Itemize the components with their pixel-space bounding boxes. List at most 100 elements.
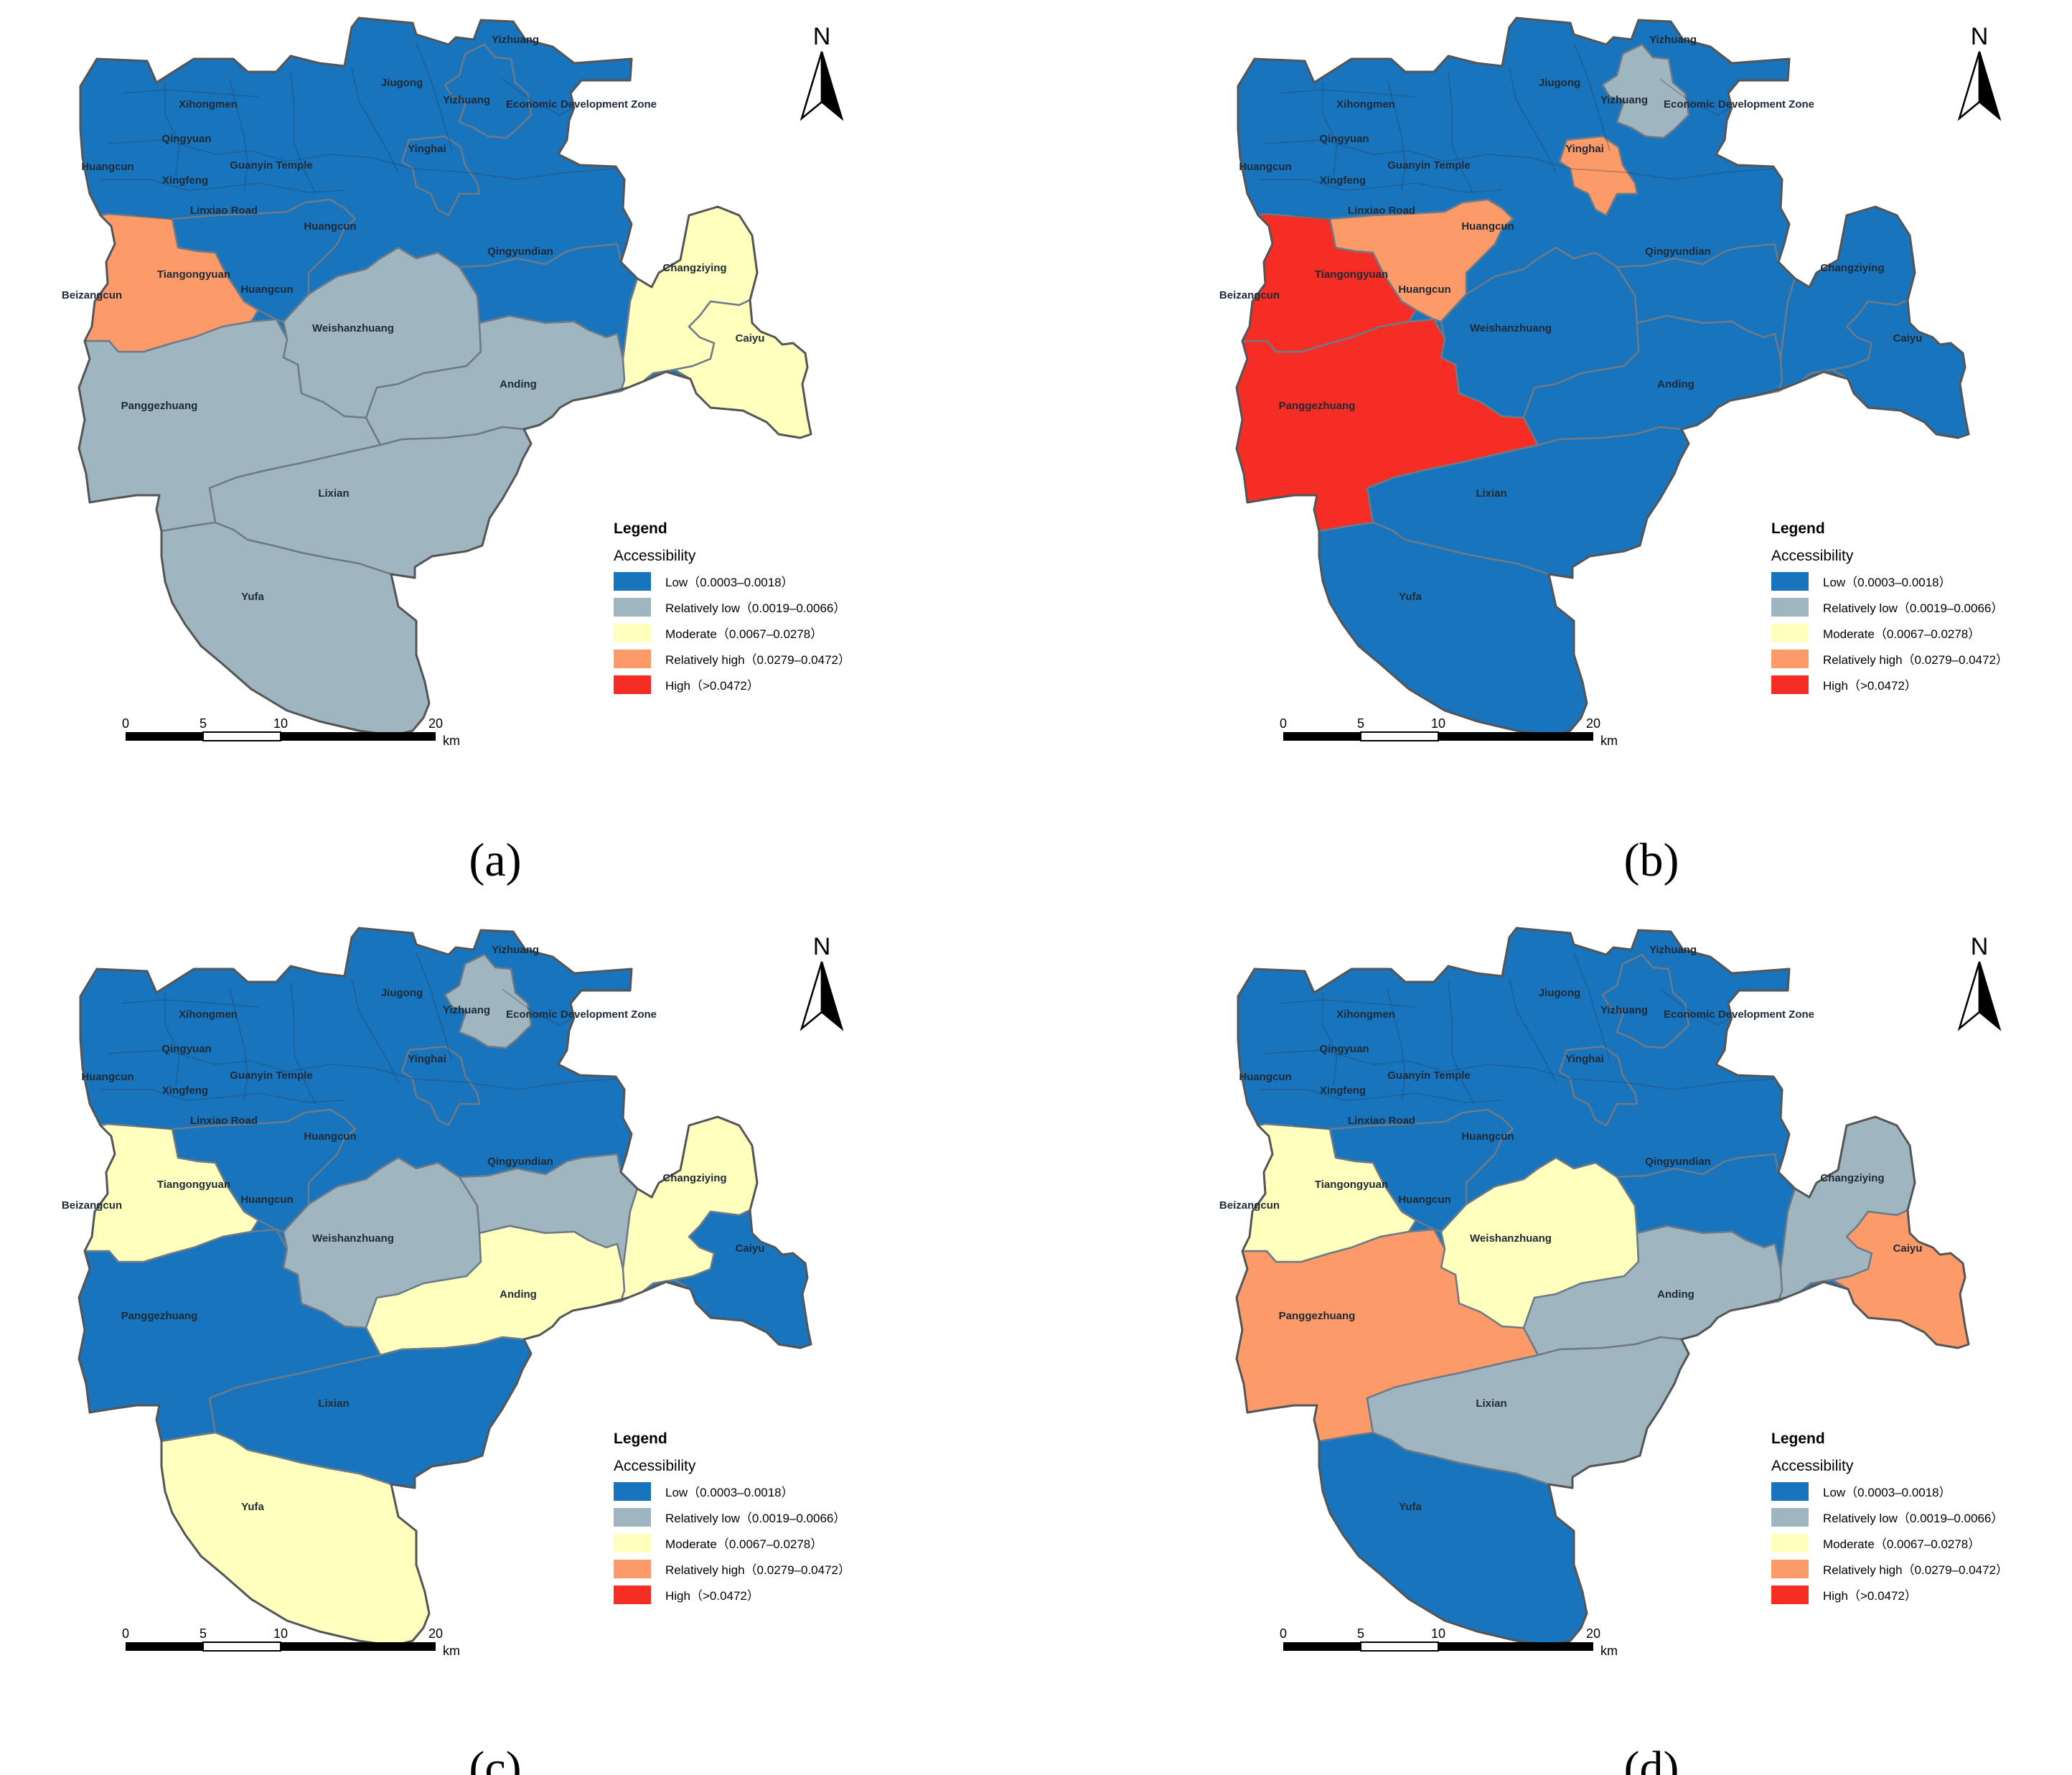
- district-label-jiugong: Jiugong: [1539, 77, 1580, 89]
- legend-item-rlow: Relatively low（0.0019–0.0066）: [665, 601, 845, 615]
- subdistrict-boundary: [229, 988, 248, 1101]
- scale-tick-label: 20: [428, 716, 443, 731]
- subdistrict-boundary: [164, 83, 180, 177]
- north-arrow-left-half: [1957, 961, 1981, 1031]
- legend: Legend Accessibility Low（0.0003–0.0018） Rel…: [1771, 520, 2008, 694]
- subdistrict-boundary: [1258, 179, 1503, 193]
- scale-tick-label: 5: [200, 1626, 207, 1641]
- district-label-edz: Economic Development Zone: [506, 98, 657, 111]
- district-label-jiugong: Jiugong: [1539, 987, 1580, 999]
- north-arrow-left-half: [800, 51, 823, 121]
- district-label-yizhuang-n: Yizhuang: [1649, 34, 1697, 46]
- scale-tick-label: 0: [1280, 1626, 1287, 1641]
- legend-swatch-low: [1771, 1482, 1809, 1501]
- scale-tick-label: 20: [1586, 1626, 1600, 1641]
- legend-item-mod: Moderate（0.0067–0.0278）: [665, 627, 822, 641]
- scale-segment: [202, 731, 281, 741]
- subdistrict-boundary: [1387, 988, 1406, 1101]
- scale-tick-label: 10: [1431, 1626, 1445, 1641]
- district-label-qingyuan: Qingyuan: [1319, 133, 1369, 145]
- district-label-xingfeng: Xingfeng: [162, 1085, 208, 1097]
- district-label-yinghai: Yinghai: [1565, 1053, 1604, 1065]
- map-panel-d: Yizhuang Jiugong Yizhuang Economic Developm…: [1219, 927, 2008, 1775]
- district-label-anding: Anding: [1657, 1288, 1694, 1301]
- north-arrow-right-half: [1978, 51, 2002, 121]
- region-yizhuang-zone: [444, 43, 533, 139]
- subdistrict-boundary: [1530, 1067, 1776, 1090]
- legend-swatch-mod: [614, 624, 651, 642]
- district-label-huangcun-s: Huangcun: [240, 1194, 293, 1206]
- district-label-qingyuan: Qingyuan: [1319, 1043, 1369, 1055]
- district-label-qingyuan: Qingyuan: [161, 1043, 211, 1055]
- north-arrow-right-half: [1978, 961, 2002, 1031]
- district-outline: [1235, 927, 1970, 1647]
- legend-subtitle: Accessibility: [614, 548, 696, 564]
- legend-swatch-rhigh: [1771, 650, 1809, 668]
- subdistrict-boundary: [372, 157, 618, 180]
- district-label-qingyundian: Qingyundian: [487, 245, 553, 258]
- subdistrict-boundary: [100, 179, 345, 193]
- district-label-jiugong: Jiugong: [381, 77, 423, 89]
- scale-unit: km: [443, 1644, 460, 1658]
- district-label-qingyundian: Qingyundian: [1645, 245, 1711, 258]
- legend-swatch-low: [1771, 572, 1809, 591]
- district-label-changziying: Changziying: [1820, 262, 1884, 274]
- district-label-huangcun-c: Huangcun: [1461, 1130, 1514, 1143]
- legend-swatch-high: [614, 1586, 651, 1604]
- scale-segment: [1438, 1642, 1593, 1651]
- scale-tick-label: 5: [1357, 1626, 1364, 1641]
- legend-swatch-mod: [1771, 1534, 1809, 1552]
- subdistrict-boundary: [1573, 952, 1611, 1062]
- legend-title: Legend: [614, 520, 667, 537]
- district-label-yinghai: Yinghai: [408, 143, 446, 155]
- subdistrict-boundary: [107, 139, 374, 162]
- district-label-jiugong: Jiugong: [381, 987, 423, 999]
- district-label-qingyundian: Qingyundian: [1645, 1156, 1711, 1168]
- subdistrict-boundary: [351, 67, 399, 173]
- legend: Legend Accessibility Low（0.0003–0.0018） Rel…: [1771, 1430, 2008, 1604]
- district-label-tiangongyuan: Tiangongyuan: [1315, 1179, 1388, 1191]
- subdistrict-boundary: [136, 1125, 173, 1130]
- district-label-huangcun-c: Huangcun: [1461, 220, 1514, 233]
- subdistrict-boundary: [1448, 71, 1474, 195]
- region-yinghai-zone: [400, 1045, 481, 1127]
- district-label-tiangongyuan: Tiangongyuan: [157, 268, 230, 281]
- scale-tick-label: 20: [1586, 716, 1600, 731]
- district-label-changziying: Changziying: [662, 1172, 726, 1184]
- legend-swatch-rhigh: [614, 650, 651, 668]
- district-label-yizhuang: Yizhuang: [1600, 1004, 1648, 1016]
- legend: Legend Accessibility Low（0.0003–0.0018） Rel…: [614, 520, 850, 694]
- legend-item-low: Low（0.0003–0.0018）: [1823, 1486, 1951, 1499]
- north-arrow-right-half: [820, 961, 844, 1031]
- district-label-huangcun-w: Huangcun: [81, 161, 133, 173]
- district-label-changziying: Changziying: [662, 262, 726, 274]
- district-label-xingfeng: Xingfeng: [1320, 174, 1366, 187]
- panel-label: (a): [469, 834, 521, 886]
- district-map: [1235, 17, 1970, 737]
- scale-tick-label: 10: [273, 716, 288, 731]
- district-label-guanyin: Guanyin Temple: [230, 159, 313, 172]
- legend-subtitle: Accessibility: [614, 1458, 696, 1474]
- district-label-panggezhuang: Panggezhuang: [1279, 400, 1356, 412]
- subdistrict-boundary: [1448, 981, 1474, 1105]
- district-label-huangcun-s: Huangcun: [240, 284, 293, 296]
- district-label-yizhuang: Yizhuang: [1600, 94, 1648, 106]
- scale-segment: [281, 1642, 436, 1651]
- subdistrict-boundary: [1322, 993, 1338, 1087]
- scale-segment: [281, 732, 436, 741]
- district-label-linxiao: Linxiao Road: [190, 1115, 258, 1127]
- subdistrict-boundary: [1258, 1089, 1503, 1103]
- region-yizhuang-zone: [1601, 43, 1690, 139]
- district-label-yufa: Yufa: [241, 591, 264, 603]
- district-label-changziying: Changziying: [1820, 1172, 1884, 1184]
- district-label-xihongmen: Xihongmen: [1336, 98, 1395, 111]
- map-panel-b: Yizhuang Jiugong Yizhuang Economic Developm…: [1219, 17, 2008, 886]
- subdistrict-boundary: [164, 993, 180, 1087]
- district-label-beizangcun: Beizangcun: [62, 289, 122, 301]
- district-label-beizangcun: Beizangcun: [1219, 289, 1280, 301]
- district-label-yizhuang-n: Yizhuang: [492, 34, 539, 46]
- legend-item-rlow: Relatively low（0.0019–0.0066）: [1823, 601, 2003, 615]
- scale-tick-label: 0: [1280, 716, 1287, 731]
- district-outline: [78, 927, 812, 1647]
